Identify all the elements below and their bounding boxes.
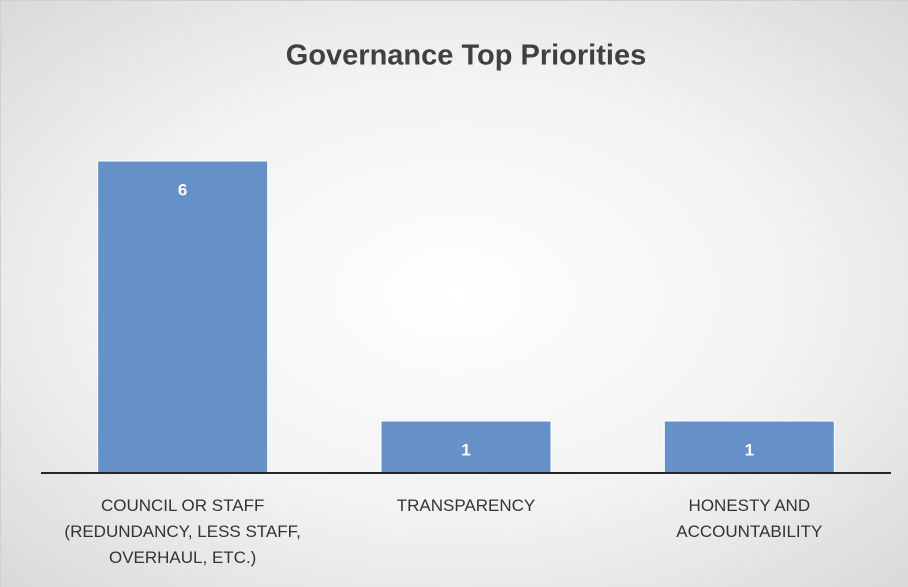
x-tick-label: HONESTY AND ACCOUNTABILITY [676,496,823,541]
bar [663,420,835,474]
x-tick-label: COUNCIL OR STAFF (REDUNDANCY, LESS STAFF… [64,496,301,567]
data-label: 6 [178,180,187,199]
data-label: 1 [745,440,754,459]
data-label: 1 [461,440,470,459]
chart-title: Governance Top Priorities [286,40,646,72]
bar [380,420,552,474]
bar [97,160,269,474]
x-tick-label: TRANSPARENCY [396,496,536,515]
